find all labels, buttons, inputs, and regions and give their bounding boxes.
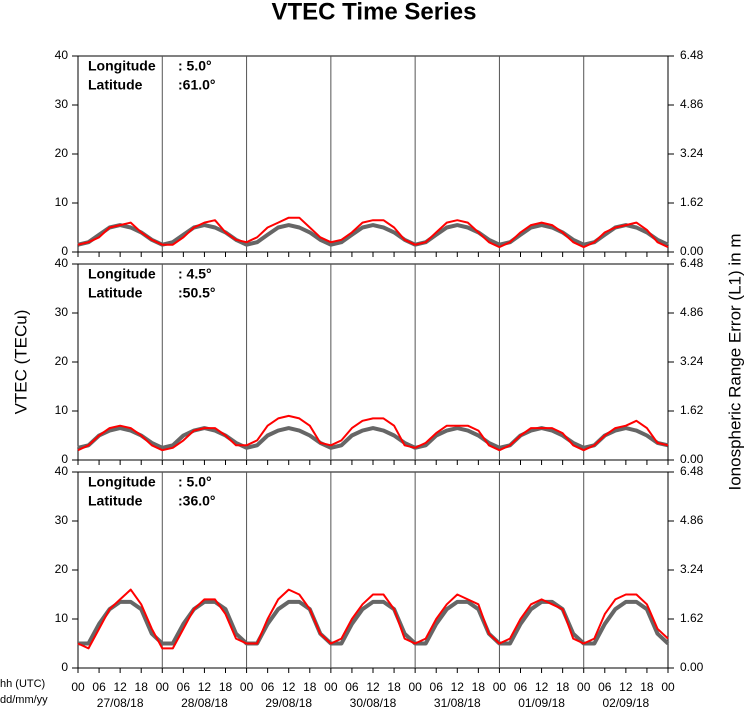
longitude-label: Longitude: [88, 266, 156, 282]
x-tick-label: 12: [451, 680, 465, 694]
plot-frame: [77, 55, 669, 253]
y-tick-label: 40: [55, 256, 69, 270]
x-tick-label: 06: [514, 680, 528, 694]
x-tick-label: 12: [198, 680, 212, 694]
x-tick-label: 12: [619, 680, 633, 694]
y2-tick-label: 3.24: [680, 146, 704, 160]
y2-tick-label: 3.24: [680, 354, 704, 368]
series-line: [77, 414, 669, 452]
x-tick-label: 00: [240, 680, 254, 694]
x-tick-label: 12: [366, 680, 380, 694]
series-line: [77, 216, 669, 249]
y-tick-label: 30: [55, 513, 69, 527]
longitude-value: : 5.0°: [178, 474, 212, 490]
latitude-value: :50.5°: [178, 285, 216, 301]
y2-tick-label: 6.48: [680, 256, 704, 270]
series-line: [77, 223, 669, 247]
latitude-value: :36.0°: [178, 493, 216, 509]
date-label: 28/08/18: [181, 696, 228, 710]
y-tick-label: 0: [61, 660, 68, 674]
y2-tick-label: 0.00: [680, 452, 704, 466]
x-tick-label: 12: [113, 680, 127, 694]
x-tick-label: 18: [219, 680, 233, 694]
latitude-label: Latitude: [88, 77, 143, 93]
y-tick-label: 10: [55, 611, 69, 625]
series-line: [78, 599, 670, 646]
x-tick-label: 12: [535, 680, 549, 694]
longitude-value: : 4.5°: [178, 266, 212, 282]
latitude-value: :61.0°: [178, 77, 216, 93]
longitude-value: : 5.0°: [178, 58, 212, 74]
x-tick-label: 18: [387, 680, 401, 694]
date-axis-label: dd/mm/yy: [0, 694, 48, 706]
y2-tick-label: 6.48: [680, 464, 704, 478]
y2-tick-label: 4.86: [680, 305, 704, 319]
y2-tick-label: 1.62: [680, 195, 704, 209]
y2-tick-label: 0.00: [680, 244, 704, 258]
x-tick-label: 06: [430, 680, 444, 694]
y2-tick-label: 1.62: [680, 403, 704, 417]
y-tick-label: 0: [61, 244, 68, 258]
x-tick-label: 00: [493, 680, 507, 694]
x-tick-label: 18: [556, 680, 570, 694]
x-tick-label: 18: [472, 680, 486, 694]
x-tick-label: 06: [598, 680, 612, 694]
x-tick-label: 00: [156, 680, 170, 694]
chart-title: VTEC Time Series: [272, 0, 477, 25]
date-label: 27/08/18: [97, 696, 144, 710]
x-tick-label: 00: [577, 680, 591, 694]
date-label: 02/09/18: [602, 696, 649, 710]
date-label: 01/09/18: [518, 696, 565, 710]
series-line: [77, 588, 669, 650]
x-tick-label: 12: [282, 680, 296, 694]
y-tick-label: 10: [55, 403, 69, 417]
y-tick-label: 40: [55, 464, 69, 478]
y2-tick-label: 4.86: [680, 97, 704, 111]
y-tick-label: 20: [55, 354, 69, 368]
y-tick-label: 30: [55, 305, 69, 319]
y-tick-label: 30: [55, 97, 69, 111]
x-tick-label: 06: [177, 680, 191, 694]
x-tick-label: 00: [324, 680, 338, 694]
y-tick-label: 20: [55, 562, 69, 576]
y-axis-label: VTEC (TECu): [11, 310, 30, 415]
x-tick-label: 06: [345, 680, 359, 694]
series-line: [77, 426, 669, 450]
x-tick-label: 00: [408, 680, 422, 694]
longitude-label: Longitude: [88, 474, 156, 490]
plot-frame: [77, 263, 669, 461]
x-tick-label: 18: [640, 680, 654, 694]
y2-tick-label: 3.24: [680, 562, 704, 576]
y2-tick-label: 1.62: [680, 611, 704, 625]
x-axis-label: hh (UTC): [0, 678, 45, 690]
x-tick-label: 06: [92, 680, 106, 694]
date-label: 30/08/18: [350, 696, 397, 710]
x-tick-label: 18: [303, 680, 317, 694]
y-tick-label: 0: [61, 452, 68, 466]
y2-tick-label: 0.00: [680, 660, 704, 674]
x-tick-label: 00: [661, 680, 675, 694]
y2-tick-label: 6.48: [680, 48, 704, 62]
x-tick-label: 18: [135, 680, 149, 694]
y-tick-label: 10: [55, 195, 69, 209]
y2-axis-label: Ionospheric Range Error (L1) in m: [725, 233, 744, 490]
latitude-label: Latitude: [88, 285, 143, 301]
date-label: 31/08/18: [434, 696, 481, 710]
y-tick-label: 20: [55, 146, 69, 160]
longitude-label: Longitude: [88, 58, 156, 74]
x-tick-label: 06: [261, 680, 275, 694]
y2-tick-label: 4.86: [680, 513, 704, 527]
y-tick-label: 40: [55, 48, 69, 62]
x-tick-label: 00: [71, 680, 85, 694]
date-label: 29/08/18: [265, 696, 312, 710]
latitude-label: Latitude: [88, 493, 143, 509]
